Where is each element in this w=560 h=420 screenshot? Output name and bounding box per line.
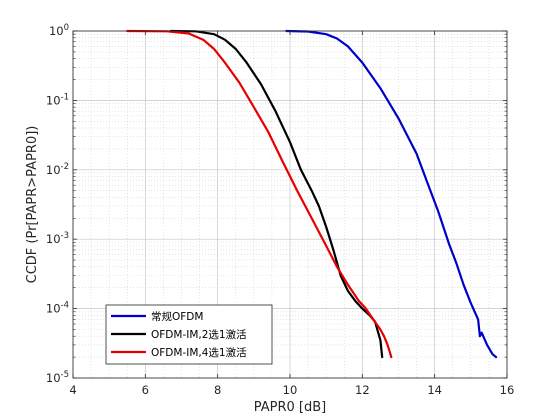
y-tick-exponent: -5 (61, 370, 69, 380)
x-axis-label: PAPR0 [dB] (254, 400, 327, 415)
x-tick-label: 14 (427, 383, 442, 397)
x-tick-label: 12 (355, 383, 370, 397)
x-tick-label: 8 (214, 383, 221, 397)
legend: 常规OFDM OFDM-IM,2选1激活 OFDM-IM,4选1激活 (105, 304, 273, 365)
y-tick-base: 10 (46, 371, 61, 385)
series-line-2 (169, 29, 384, 359)
y-tick-base: 10 (46, 232, 61, 246)
y-tick-base: 10 (46, 163, 61, 177)
x-tick-label: 4 (69, 383, 76, 397)
y-tick-label: 10-3 (46, 231, 69, 246)
y-tick-exponent: -3 (61, 231, 69, 241)
y-tick-exponent: 0 (64, 23, 69, 33)
y-tick-label: 10-4 (46, 301, 69, 316)
y-tick-label: 10-1 (46, 92, 69, 107)
y-tick-label: 100 (49, 23, 69, 38)
y-tick-base: 10 (49, 24, 64, 38)
x-tick-label: 6 (142, 383, 149, 397)
series-line-1 (285, 29, 498, 359)
y-tick-exponent: -1 (61, 92, 69, 102)
y-tick-exponent: -4 (61, 301, 69, 311)
legend-label-2: OFDM-IM,2选1激活 (151, 328, 247, 341)
y-axis-label: CCDF (Pr[PAPR>PAPR0]) (25, 126, 40, 284)
x-tick-label: 10 (283, 383, 298, 397)
series-layer (126, 29, 498, 359)
legend-label-1: 常规OFDM (151, 310, 203, 323)
series-line-3 (126, 29, 393, 359)
legend-label-3: OFDM-IM,4选1激活 (151, 346, 247, 359)
y-tick-base: 10 (46, 302, 61, 316)
y-tick-label: 10-2 (46, 162, 69, 177)
y-tick-label: 10-5 (46, 370, 69, 385)
y-tick-exponent: -2 (61, 162, 69, 172)
tick-marks (72, 30, 508, 379)
y-tick-base: 10 (46, 93, 61, 107)
x-tick-labels: 4 6 8 10 12 14 16 (69, 383, 514, 397)
x-tick-label: 16 (500, 383, 515, 397)
